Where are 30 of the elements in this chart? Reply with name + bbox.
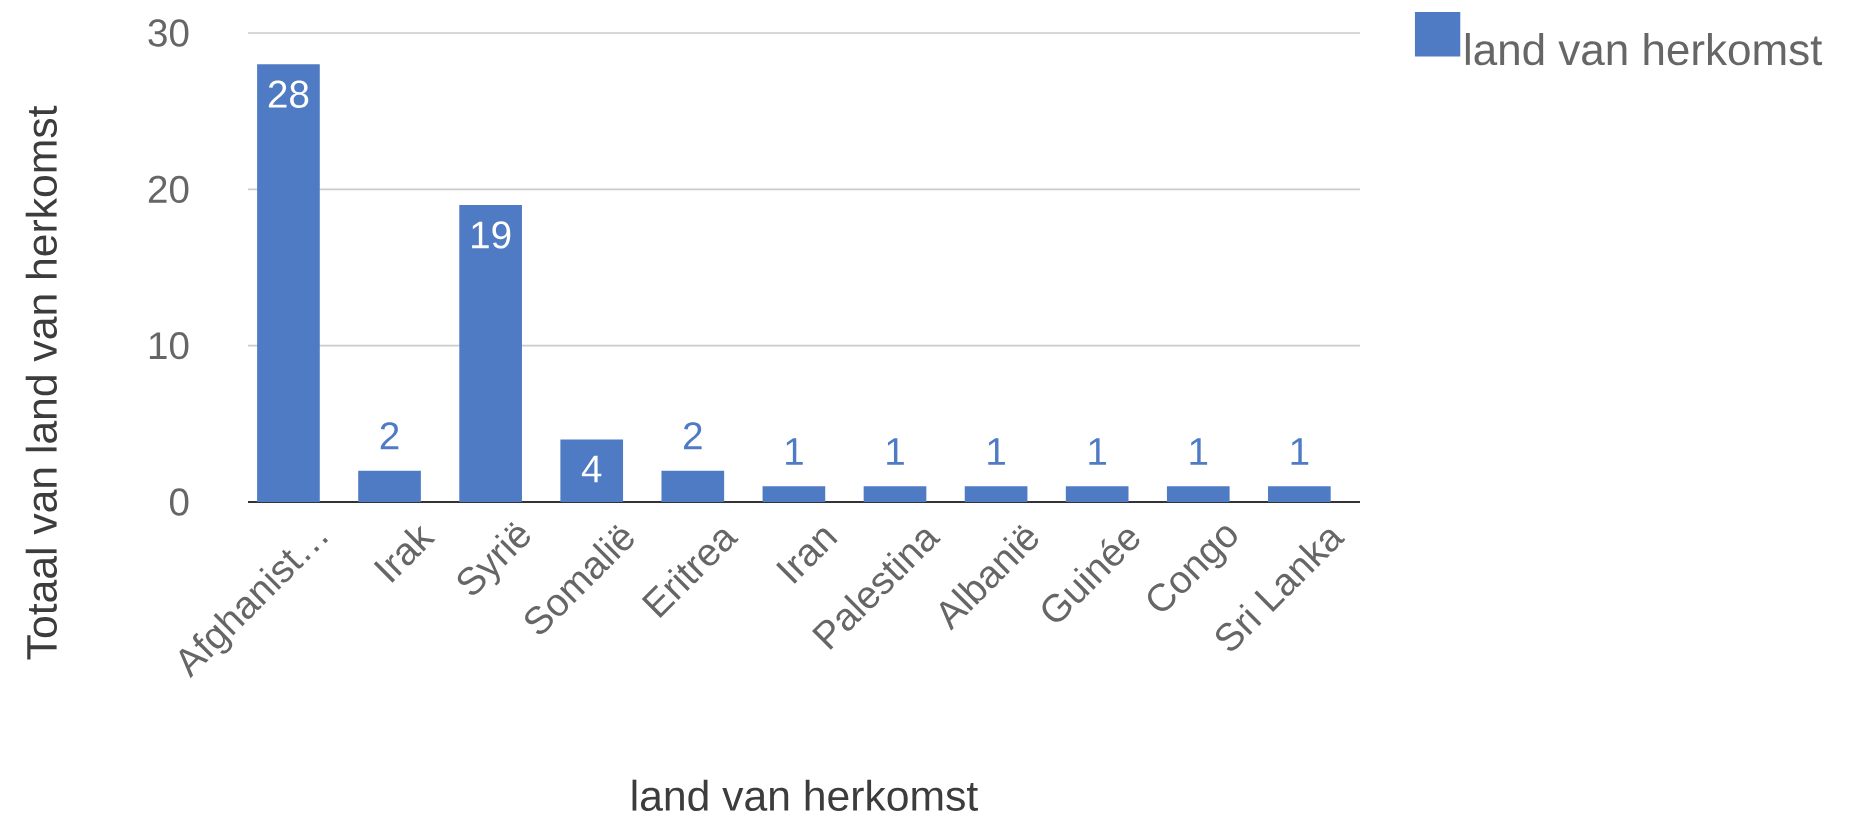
x-axis-title: land van herkomst xyxy=(632,779,978,811)
y-tick-label: 30 xyxy=(148,19,189,47)
bar xyxy=(257,64,320,502)
data-label: 1 xyxy=(1190,438,1208,465)
bar xyxy=(560,439,624,502)
bar xyxy=(762,486,826,502)
data-label: 1 xyxy=(1291,438,1309,465)
bar xyxy=(661,470,725,502)
bar xyxy=(1166,486,1230,502)
data-label: 2 xyxy=(684,422,702,450)
bar xyxy=(1065,486,1129,502)
legend-label: land van herkomst xyxy=(1465,32,1823,66)
y-tick-label: 0 xyxy=(169,488,189,516)
data-label: 19 xyxy=(472,221,511,249)
bar xyxy=(863,486,927,502)
bar xyxy=(1268,486,1331,502)
y-axis-title: Totaal van land van herkomst xyxy=(25,105,58,660)
data-label: 4 xyxy=(581,455,602,483)
bar xyxy=(358,470,421,502)
data-label: 1 xyxy=(988,438,1005,465)
y-tick-label: 10 xyxy=(149,331,189,360)
bar xyxy=(459,204,522,502)
y-tick-label: 20 xyxy=(148,175,189,204)
data-label: 1 xyxy=(1089,438,1107,465)
bar xyxy=(964,486,1028,502)
data-label: 1 xyxy=(786,438,803,465)
data-label: 2 xyxy=(380,422,399,450)
data-label: 28 xyxy=(268,80,309,108)
data-label: 1 xyxy=(887,438,904,465)
x-tick-label: Irak xyxy=(373,525,436,583)
